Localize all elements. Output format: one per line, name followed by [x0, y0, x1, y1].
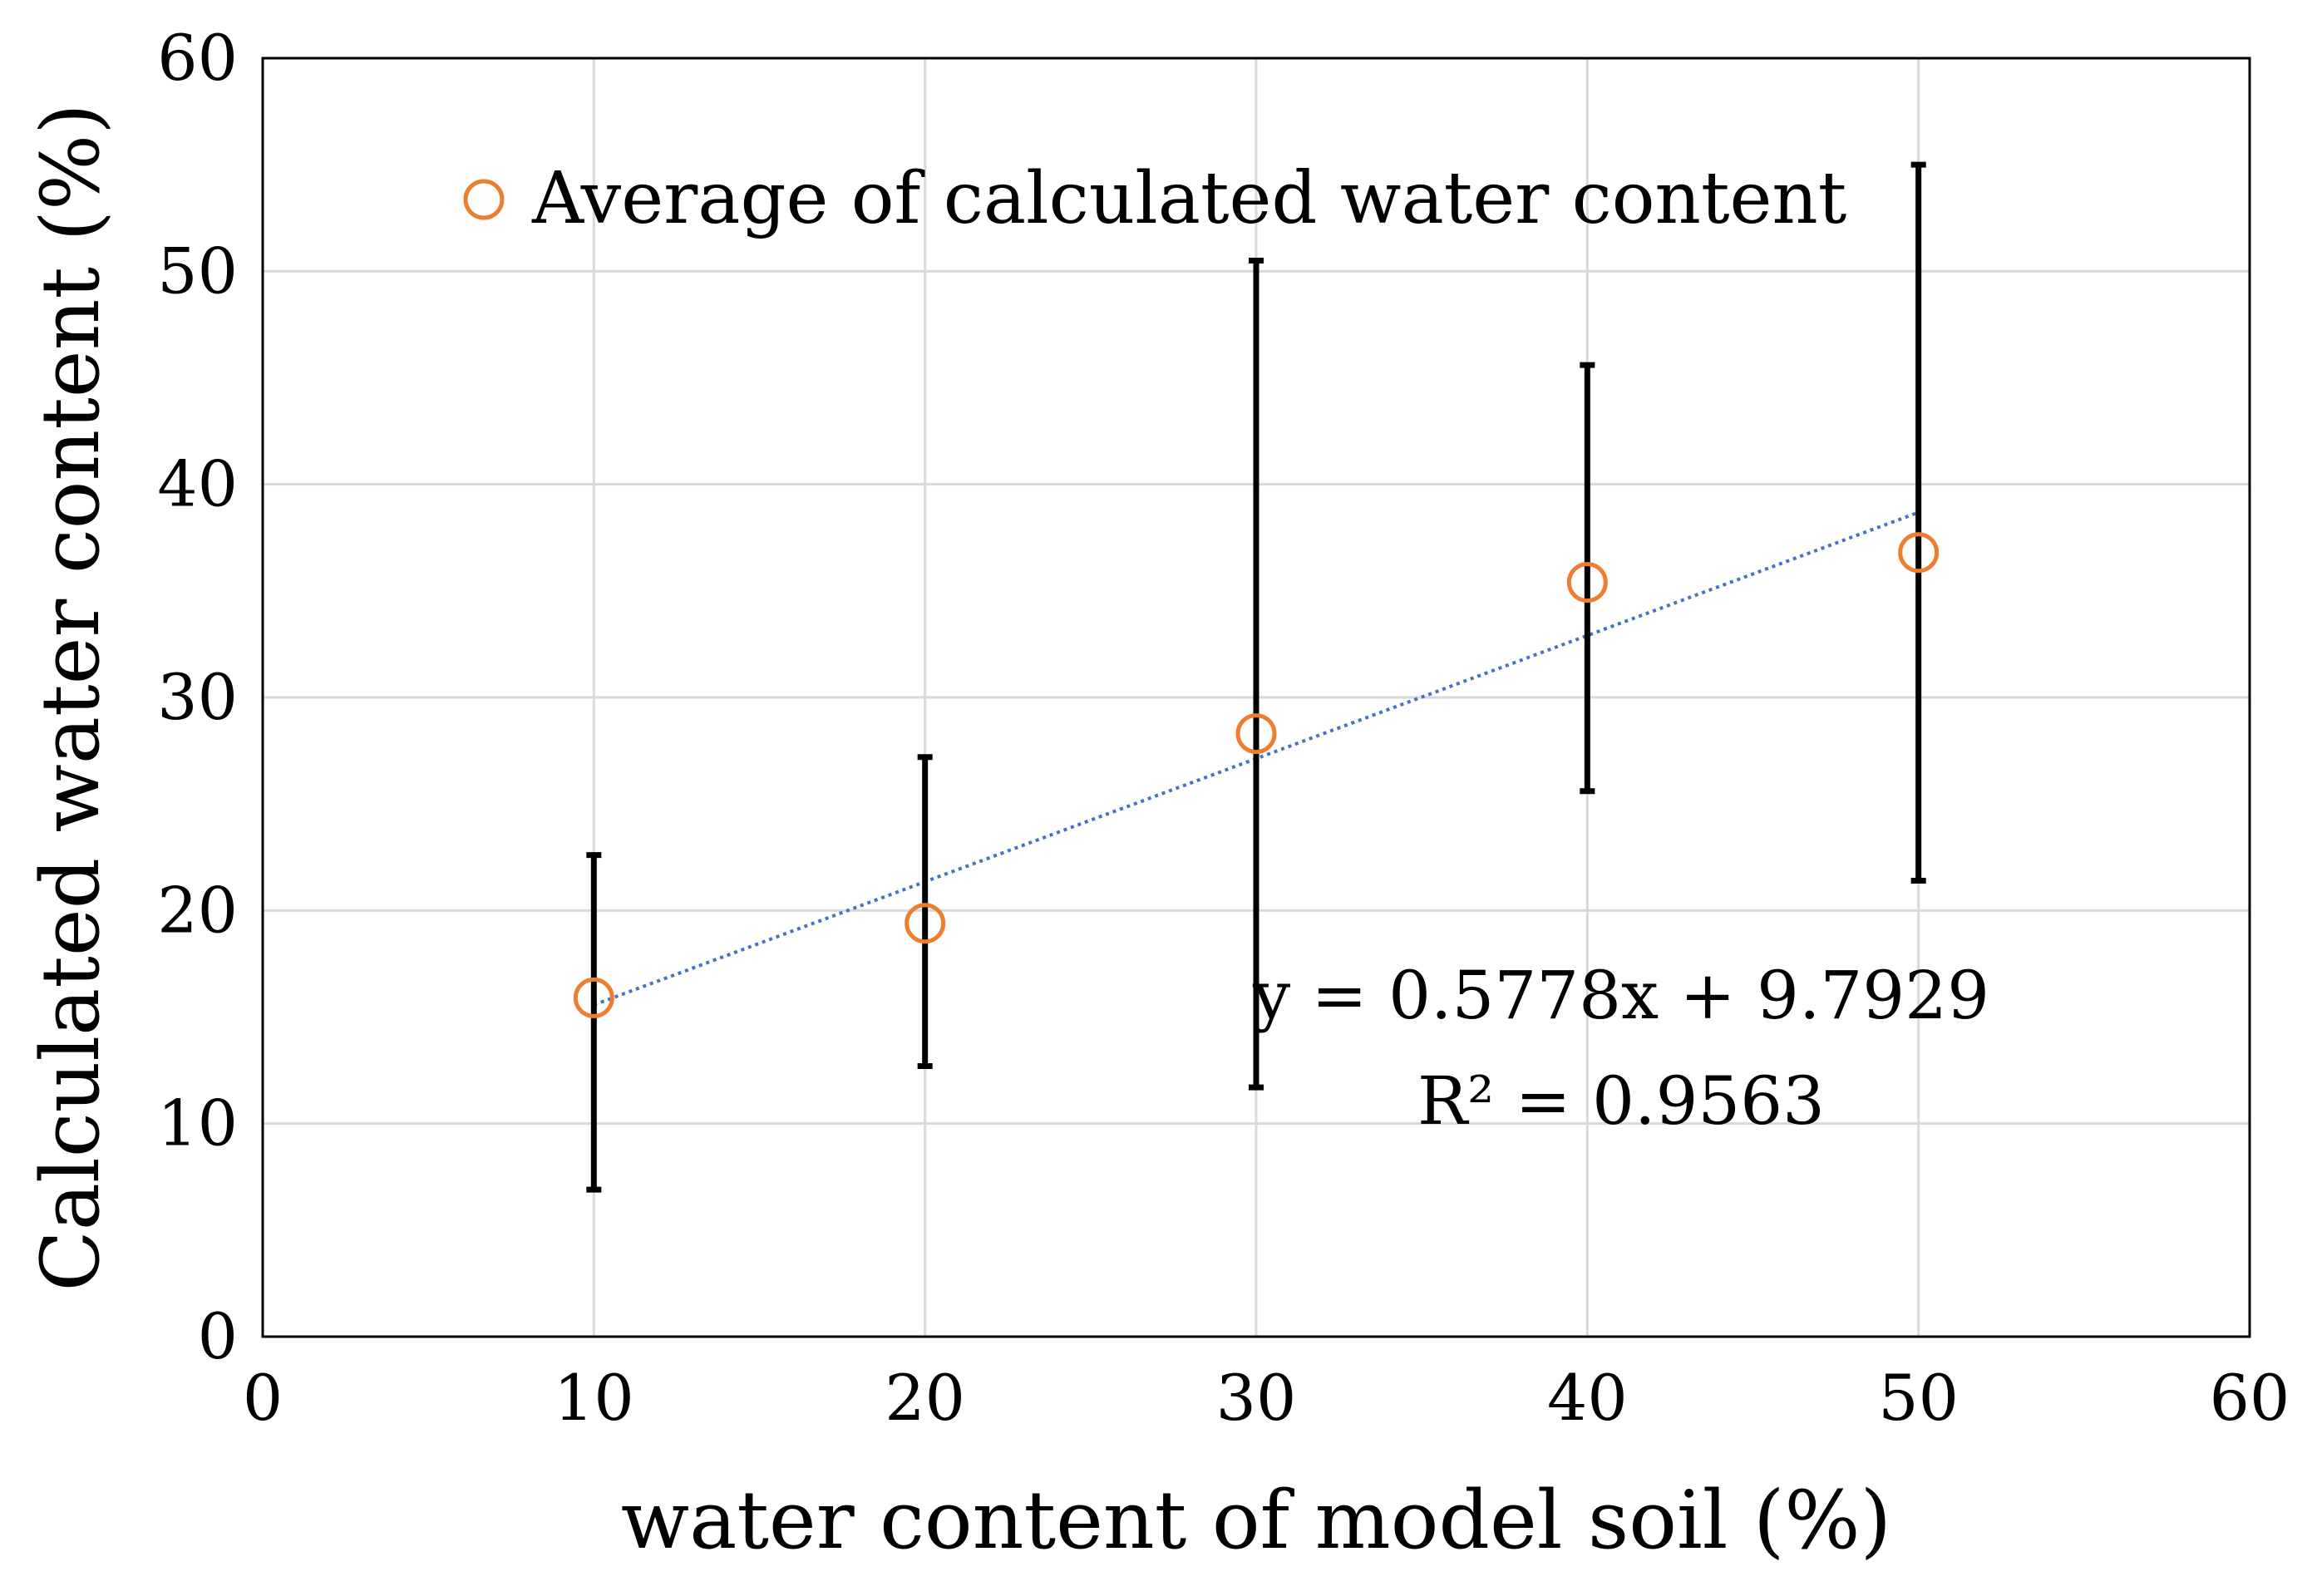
data-point [905, 903, 946, 944]
x-axis-title: water content of model soil (%) [621, 1474, 1891, 1567]
y-tick-label: 10 [157, 1086, 238, 1160]
x-tick-label: 10 [554, 1361, 634, 1435]
y-tick-label: 40 [157, 447, 238, 521]
x-tick-label: 50 [1878, 1361, 1959, 1435]
data-point [1898, 532, 1940, 574]
plot-area-frame [261, 57, 2251, 1338]
legend-label: Average of calculated water content [531, 157, 1846, 240]
data-point [1235, 713, 1277, 755]
data-point [1566, 562, 1608, 603]
error-bar-layer [586, 161, 1926, 1193]
y-tick-label: 0 [198, 1299, 238, 1373]
x-tick-label: 60 [2210, 1361, 2290, 1435]
x-tick-label: 40 [1547, 1361, 1628, 1435]
y-axis-title: Calculated water content (%) [24, 103, 117, 1291]
legend-marker-open-circle [463, 179, 505, 220]
x-tick-label: 20 [885, 1361, 965, 1435]
y-tick-label: 60 [157, 21, 238, 95]
y-tick-label: 50 [157, 234, 238, 308]
x-tick-label: 30 [1216, 1361, 1297, 1435]
trendline-r-squared: R² = 0.9563 [1417, 1062, 1825, 1140]
x-tick-label: 0 [243, 1361, 283, 1435]
y-tick-label: 30 [157, 660, 238, 734]
tick-labels: 0 10 20 30 40 50 60 0 10 20 30 40 50 60 [157, 21, 2290, 1435]
data-point-layer [573, 532, 1940, 1018]
y-tick-label: 20 [157, 873, 238, 947]
trendline-equation: y = 0.5778x + 9.7929 [1252, 957, 1989, 1034]
data-point [573, 977, 614, 1018]
legend: Average of calculated water content [463, 157, 1846, 240]
